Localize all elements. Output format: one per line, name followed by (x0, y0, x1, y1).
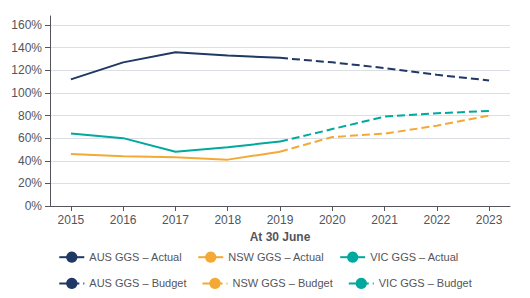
svg-text:20%: 20% (18, 176, 42, 190)
svg-text:100%: 100% (11, 86, 42, 100)
svg-text:60%: 60% (18, 131, 42, 145)
svg-text:NSW GGS – Budget: NSW GGS – Budget (233, 277, 333, 289)
svg-text:AUS GGS – Actual: AUS GGS – Actual (89, 251, 181, 263)
svg-text:2018: 2018 (214, 213, 241, 227)
svg-text:2015: 2015 (58, 213, 85, 227)
svg-text:2017: 2017 (162, 213, 189, 227)
svg-text:80%: 80% (18, 109, 42, 123)
svg-text:VIC GGS – Actual: VIC GGS – Actual (370, 251, 458, 263)
svg-text:2023: 2023 (476, 213, 503, 227)
svg-text:160%: 160% (11, 18, 42, 32)
svg-text:2016: 2016 (110, 213, 137, 227)
svg-text:0%: 0% (25, 199, 43, 213)
svg-text:At 30 June: At 30 June (250, 230, 311, 244)
svg-text:120%: 120% (11, 63, 42, 77)
svg-text:2022: 2022 (423, 213, 450, 227)
svg-text:AUS GGS – Budget: AUS GGS – Budget (89, 277, 186, 289)
svg-text:40%: 40% (18, 154, 42, 168)
svg-text:2019: 2019 (267, 213, 294, 227)
svg-text:140%: 140% (11, 41, 42, 55)
svg-text:NSW GGS – Actual: NSW GGS – Actual (228, 251, 323, 263)
svg-text:VIC GGS – Budget: VIC GGS – Budget (379, 277, 472, 289)
svg-text:2020: 2020 (319, 213, 346, 227)
svg-text:2021: 2021 (371, 213, 398, 227)
